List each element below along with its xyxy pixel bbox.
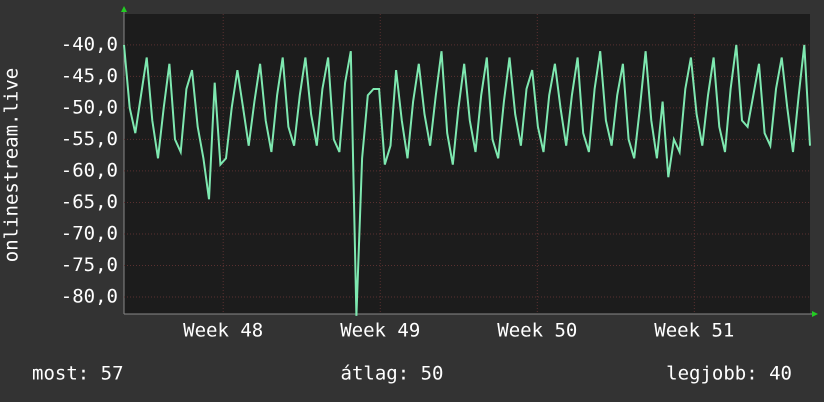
y-tick-label: -40,0 — [61, 33, 118, 55]
y-tick-label: -45,0 — [61, 65, 118, 87]
y-tick-label: -65,0 — [61, 191, 118, 213]
y-tick-label: -75,0 — [61, 254, 118, 276]
y-axis-label: onlinestream.live — [1, 68, 23, 262]
x-tick-label: Week 51 — [654, 320, 734, 342]
y-tick-label: -60,0 — [61, 159, 118, 181]
axis-arrow — [121, 6, 127, 12]
y-tick-label: -80,0 — [61, 285, 118, 307]
x-tick-label: Week 49 — [340, 320, 420, 342]
x-tick-label: Week 50 — [497, 320, 577, 342]
stat-label: most: 57 — [32, 363, 124, 385]
y-tick-label: -70,0 — [61, 222, 118, 244]
data-line — [123, 44, 811, 316]
stat-label: átlag: 50 — [341, 363, 444, 385]
y-tick-label: -50,0 — [61, 96, 118, 118]
y-tick-label: -55,0 — [61, 128, 118, 150]
stat-label: legjobb: 40 — [666, 363, 792, 385]
x-tick-label: Week 48 — [183, 320, 263, 342]
axis-arrow — [812, 311, 818, 317]
plot-area — [124, 14, 810, 314]
